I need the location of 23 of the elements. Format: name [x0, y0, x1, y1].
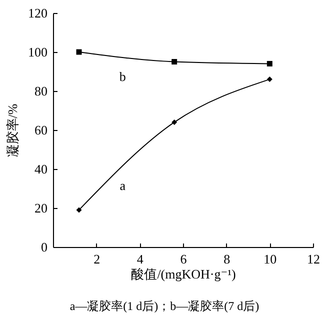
x-tick-label: 6 [180, 252, 188, 266]
y-tick-label: 120 [28, 6, 48, 20]
y-tick-label: 20 [34, 200, 48, 216]
series-label: b [119, 68, 126, 84]
point [266, 76, 272, 82]
point [76, 207, 82, 213]
point [172, 59, 178, 64]
y-tick-label: 100 [28, 44, 48, 60]
y-tick-label: 80 [34, 84, 48, 98]
x-axis-title: 酸值/(mgKOH·g⁻¹) [131, 266, 236, 282]
y-tick-label: 40 [34, 162, 48, 176]
x-tick-label: 12 [307, 252, 320, 266]
x-tick-label: 10 [264, 252, 277, 266]
x-tick-label: 2 [94, 252, 100, 266]
y-tick-label: 60 [34, 122, 48, 138]
series-label: a [120, 178, 126, 194]
y-tick-label: 0 [41, 240, 48, 254]
x-tick-label: 8 [224, 252, 230, 266]
point [266, 60, 272, 66]
text: a—凝胶率(1 d后)；b—凝胶率(7 d后) [68, 298, 260, 315]
x-tick-label: 4 [136, 252, 144, 266]
point [172, 119, 178, 125]
y-axis-title: 凝胶率/% [5, 104, 20, 158]
